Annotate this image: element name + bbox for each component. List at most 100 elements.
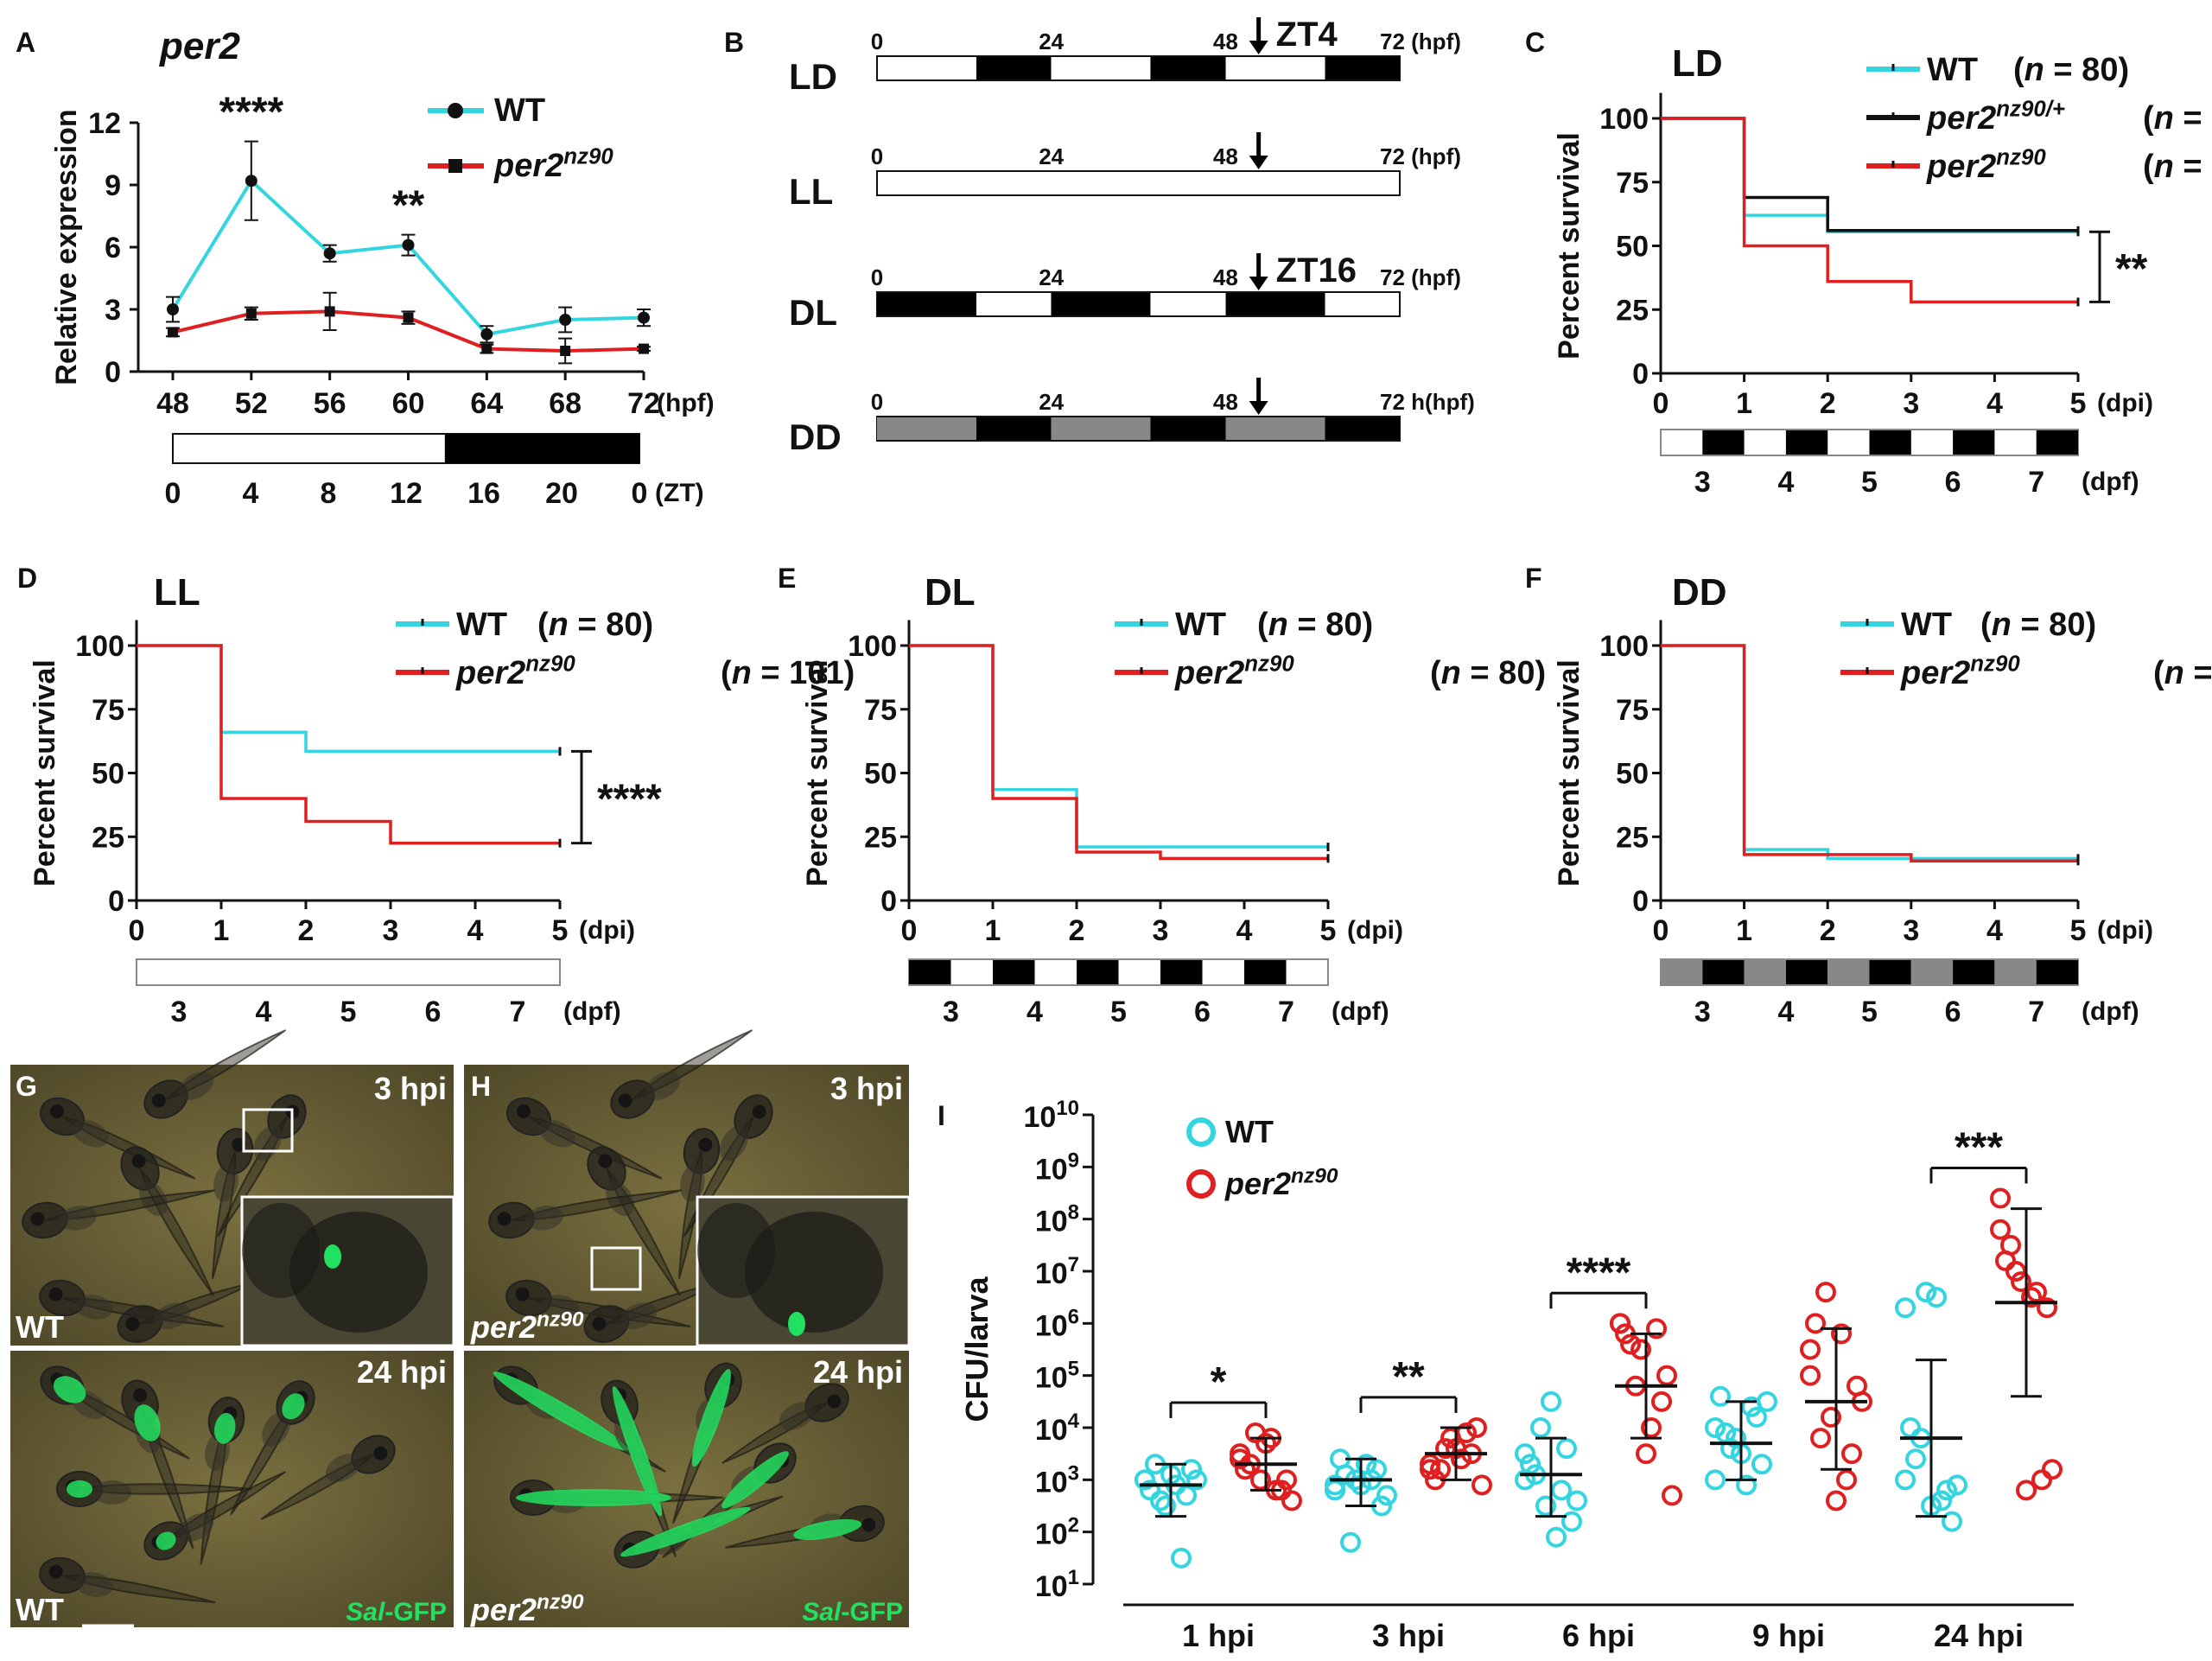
- schedule-segment: [1325, 417, 1400, 440]
- schedule-tick-label: 48: [1213, 264, 1238, 290]
- data-point: [1662, 1485, 1682, 1506]
- larva-5-gfp-signal: [620, 1506, 751, 1557]
- data-point: [2016, 1480, 2037, 1501]
- legend-n-open: (: [537, 607, 549, 643]
- legend-n: (n = 101): [721, 655, 855, 691]
- infection-arrow-head: [1249, 401, 1268, 415]
- data-point: [1435, 1438, 1456, 1460]
- data-point: [480, 328, 493, 340]
- genotype-label: WT: [16, 1309, 64, 1345]
- data-point: [1250, 1469, 1271, 1491]
- light-bar-segment: [1702, 960, 1745, 984]
- schedule-segment: [1150, 417, 1226, 440]
- larva-5-yolk: [178, 1513, 214, 1542]
- larva-1-gfp-signal: [612, 1386, 663, 1517]
- legend-marker-mutant: [448, 159, 462, 173]
- legend-label-sup: nz90: [1244, 652, 1294, 677]
- significance-star: ****: [1567, 1250, 1631, 1295]
- schedule-label-dl: DL: [789, 292, 837, 333]
- larva-7-eye: [827, 1394, 842, 1409]
- data-point: [1936, 1480, 1957, 1501]
- larva-6-gfp-signal: [793, 1518, 862, 1540]
- data-point: [1620, 1333, 1641, 1355]
- data-point: [1135, 1469, 1155, 1491]
- x-tick-label: 0: [1653, 387, 1669, 420]
- zt-tick-label: 20: [545, 477, 578, 510]
- x-tick-label: 68: [549, 387, 582, 420]
- significance-star: ****: [219, 90, 283, 136]
- light-bar-segment: [1910, 960, 1954, 984]
- schedule-tick-label: 0: [871, 29, 883, 54]
- x-unit-label: (hpf): [657, 389, 715, 417]
- larva-2-yolk: [59, 1206, 97, 1231]
- infection-arrow-head: [1249, 277, 1268, 290]
- data-point: [1800, 1365, 1821, 1386]
- larva-4-gfp-signal: [282, 1393, 305, 1420]
- larva-7: [117, 1282, 255, 1343]
- legend-marker-mutant: [1186, 1169, 1216, 1199]
- legend-n-letter: n: [549, 607, 569, 643]
- y-tick-exp: 7: [1068, 1253, 1079, 1276]
- zt-arrow-label: ZT4: [1276, 16, 1338, 54]
- y-tick-exp: 9: [1068, 1149, 1079, 1172]
- legend-n: (n = 79): [2143, 149, 2212, 185]
- y-tick-label: 25: [1616, 294, 1649, 327]
- data-point: [1456, 1422, 1477, 1444]
- data-point: [2000, 1234, 2021, 1256]
- genotype-label-sup: nz90: [537, 1590, 584, 1613]
- y-tick-label: 100: [1599, 103, 1649, 136]
- data-point: [323, 247, 336, 260]
- dpf-tick-label: 4: [256, 996, 272, 1028]
- data-point: [1420, 1454, 1440, 1475]
- x-tick-label: 5: [1320, 914, 1337, 947]
- legend-n-open: (: [2143, 149, 2154, 185]
- data-point: [1815, 1282, 1836, 1303]
- y-tick-label: 75: [1616, 694, 1649, 727]
- schedule-segment: [1225, 417, 1325, 440]
- data-point: [1931, 1490, 1952, 1511]
- y-tick-base: 10: [1035, 1153, 1068, 1186]
- inset-gfp-signal: [788, 1312, 805, 1336]
- y-tick-label: 0: [105, 356, 121, 389]
- dpf-tick-label: 3: [943, 996, 959, 1028]
- y-axis-label: Percent survival: [1553, 132, 1586, 360]
- schedule-segment: [1225, 293, 1325, 315]
- zt-tick-label: 0: [165, 477, 181, 510]
- legend-label: per2nz90: [1926, 146, 2046, 185]
- data-point: [1471, 1474, 1492, 1496]
- legend-n-open: (: [1257, 607, 1268, 643]
- larva-7-yolk: [779, 1402, 815, 1430]
- dpf-unit-label: (dpf): [2082, 468, 2139, 496]
- data-point: [1610, 1313, 1630, 1334]
- larva-3-yolk: [93, 1480, 131, 1505]
- panel-letter-g: G: [16, 1071, 37, 1102]
- schedule-bar-frame: [876, 170, 1401, 196]
- infection-arrow-head: [1249, 156, 1268, 169]
- x-tick-label: 1: [985, 914, 1001, 947]
- legend-n-letter: n: [2024, 52, 2044, 88]
- legend-n-rest: = 80): [2044, 52, 2129, 88]
- larva-2: [22, 1189, 216, 1239]
- y-tick-label: 75: [1616, 167, 1649, 200]
- schedule-tick-label: 0: [871, 264, 883, 290]
- y-axis-label: Percent survival: [801, 659, 834, 887]
- y-tick-label: 50: [864, 758, 897, 791]
- legend-label-base: per2: [1900, 655, 1970, 691]
- larva-0-yolk: [72, 1119, 109, 1148]
- y-tick-label: 12: [88, 107, 121, 140]
- data-point: [1530, 1417, 1551, 1438]
- survival-curve-1: [1661, 117, 2078, 232]
- larva-6-yolk: [720, 1125, 748, 1161]
- larva-2-eye: [497, 1212, 512, 1226]
- legend-n: (n = 80): [2013, 52, 2129, 88]
- panel-letter-h: H: [471, 1071, 491, 1102]
- y-tick-label: 0: [880, 885, 897, 918]
- schedule-tick-label: 24: [1039, 389, 1064, 415]
- x-tick-label: 0: [901, 914, 918, 947]
- y-tick-label: 105: [1035, 1358, 1079, 1395]
- survival-curve-0: [1661, 117, 2078, 234]
- x-tick-label: 60: [392, 387, 425, 420]
- data-point: [2011, 1271, 2031, 1293]
- larva-0-gfp-signal: [53, 1376, 86, 1403]
- data-point: [403, 312, 414, 323]
